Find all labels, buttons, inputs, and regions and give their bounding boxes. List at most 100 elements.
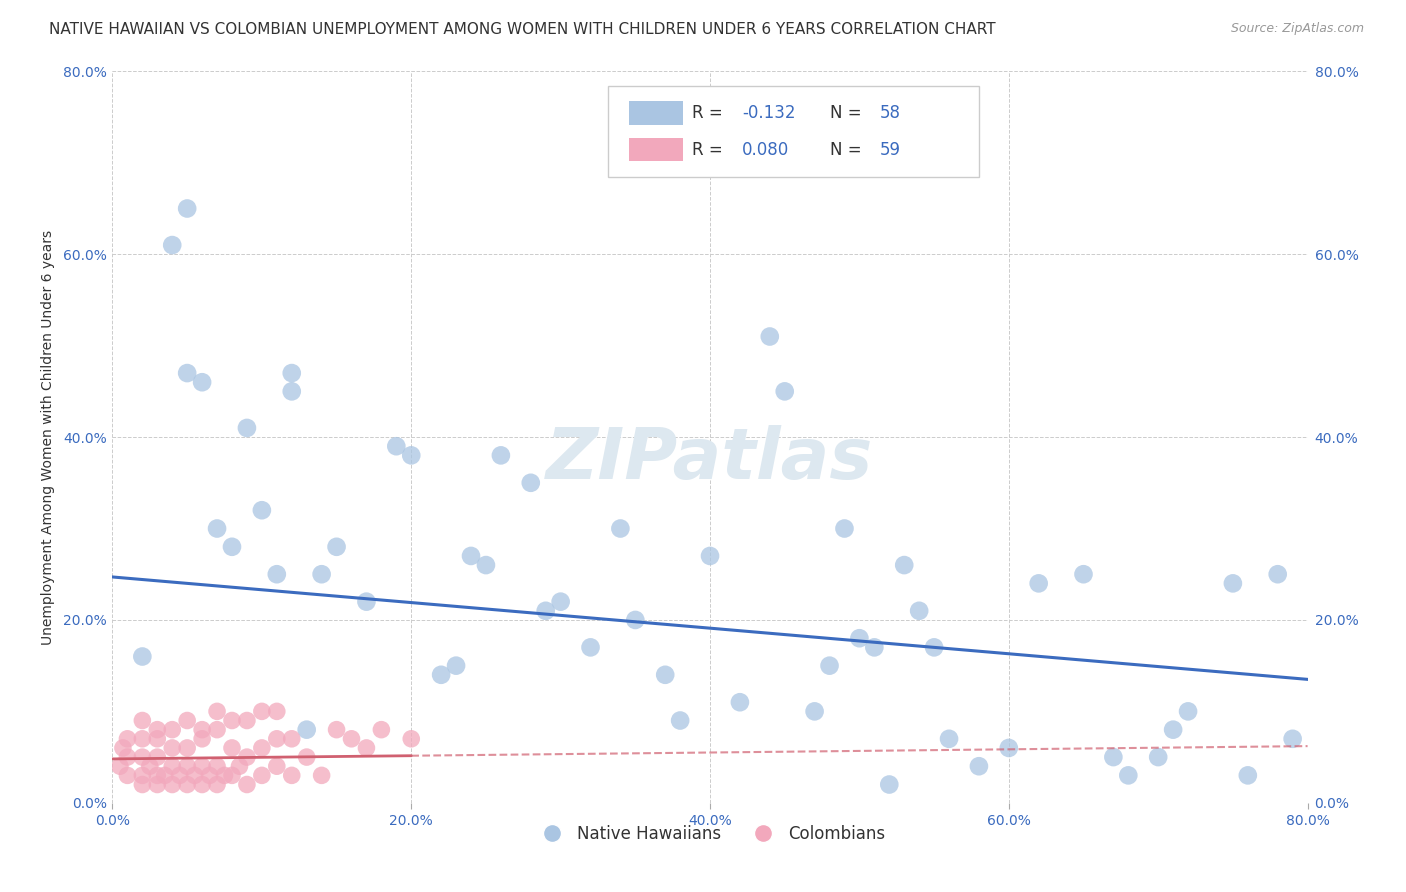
Point	[236, 750, 259, 764]
Point	[146, 723, 169, 737]
Point	[879, 778, 901, 792]
Point	[998, 740, 1021, 755]
Point	[401, 731, 423, 746]
Point	[205, 759, 228, 773]
Y-axis label: Unemployment Among Women with Children Under 6 years: Unemployment Among Women with Children U…	[41, 229, 55, 645]
Point	[922, 640, 945, 655]
Point	[1073, 567, 1095, 582]
Point	[266, 731, 288, 746]
Point	[340, 731, 363, 746]
Text: 58: 58	[880, 104, 901, 122]
Point	[489, 448, 512, 462]
Point	[131, 768, 153, 782]
Point	[609, 521, 631, 535]
Point	[117, 731, 139, 746]
Point	[311, 768, 333, 782]
Point	[325, 723, 347, 737]
Point	[908, 604, 931, 618]
Point	[818, 658, 841, 673]
Point	[221, 714, 243, 728]
Point	[205, 705, 228, 719]
Point	[236, 778, 259, 792]
Point	[153, 768, 176, 782]
Point	[191, 778, 214, 792]
Legend: Native Hawaiians, Colombians: Native Hawaiians, Colombians	[529, 818, 891, 849]
Point	[250, 768, 273, 782]
Point	[117, 768, 139, 782]
Point	[236, 714, 259, 728]
Point	[311, 567, 333, 582]
Point	[1281, 731, 1303, 746]
Point	[250, 740, 273, 755]
Point	[1177, 705, 1199, 719]
Point	[162, 778, 183, 792]
Point	[162, 723, 183, 737]
Point	[654, 667, 676, 681]
Text: 0.080: 0.080	[742, 141, 790, 159]
Text: R =: R =	[692, 104, 728, 122]
Point	[108, 759, 131, 773]
Point	[281, 768, 304, 782]
Point	[385, 439, 408, 453]
Text: NATIVE HAWAIIAN VS COLOMBIAN UNEMPLOYMENT AMONG WOMEN WITH CHILDREN UNDER 6 YEAR: NATIVE HAWAIIAN VS COLOMBIAN UNEMPLOYMEN…	[49, 22, 995, 37]
Point	[236, 421, 259, 435]
Point	[401, 448, 423, 462]
Point	[183, 768, 205, 782]
Point	[356, 594, 378, 608]
Point	[176, 778, 198, 792]
Point	[162, 740, 183, 755]
Point	[176, 740, 198, 755]
Point	[176, 759, 198, 773]
Point	[1028, 576, 1050, 591]
Point	[460, 549, 482, 563]
Point	[444, 658, 467, 673]
Point	[579, 640, 602, 655]
Point	[430, 667, 453, 681]
Point	[728, 695, 751, 709]
FancyBboxPatch shape	[628, 138, 682, 161]
Point	[520, 475, 543, 490]
Point	[1222, 576, 1244, 591]
Point	[1102, 750, 1125, 764]
Point	[131, 731, 153, 746]
Text: Source: ZipAtlas.com: Source: ZipAtlas.com	[1230, 22, 1364, 36]
Point	[146, 731, 169, 746]
Point	[176, 714, 198, 728]
Point	[146, 750, 169, 764]
Point	[117, 750, 139, 764]
Point	[266, 705, 288, 719]
Point	[205, 778, 228, 792]
Point	[356, 740, 378, 755]
Point	[281, 731, 304, 746]
Point	[191, 723, 214, 737]
Text: 59: 59	[880, 141, 901, 159]
Point	[176, 202, 198, 216]
Point	[214, 768, 236, 782]
FancyBboxPatch shape	[609, 86, 979, 178]
Point	[198, 768, 221, 782]
Point	[699, 549, 721, 563]
Point	[146, 778, 169, 792]
Point	[863, 640, 886, 655]
Text: -0.132: -0.132	[742, 104, 796, 122]
Point	[131, 649, 153, 664]
Point	[325, 540, 347, 554]
Point	[266, 759, 288, 773]
Point	[281, 384, 304, 399]
Point	[295, 750, 318, 764]
Point	[111, 740, 134, 755]
FancyBboxPatch shape	[628, 102, 682, 125]
Point	[1161, 723, 1184, 737]
Point	[176, 366, 198, 380]
Point	[938, 731, 960, 746]
Point	[191, 731, 214, 746]
Point	[221, 740, 243, 755]
Point	[370, 723, 392, 737]
Point	[131, 714, 153, 728]
Point	[759, 329, 782, 343]
Point	[169, 768, 191, 782]
Text: N =: N =	[830, 141, 866, 159]
Point	[624, 613, 647, 627]
Point	[834, 521, 856, 535]
Point	[146, 768, 169, 782]
